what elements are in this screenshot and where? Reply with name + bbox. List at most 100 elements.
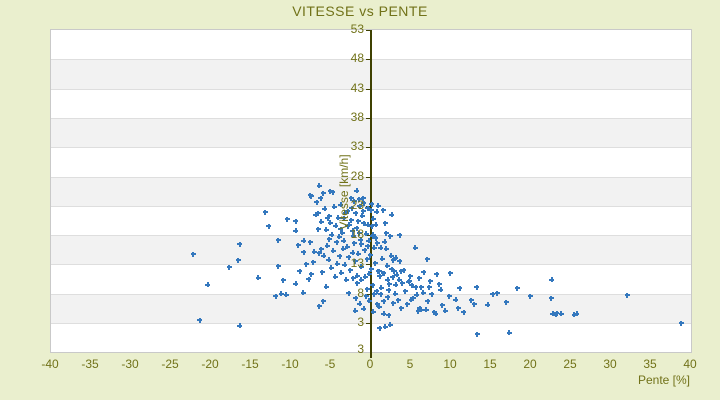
data-point xyxy=(347,267,353,273)
data-point xyxy=(382,239,388,245)
data-point xyxy=(255,275,261,281)
data-point xyxy=(328,265,334,271)
data-point xyxy=(447,270,453,276)
data-point xyxy=(370,309,376,315)
data-point xyxy=(415,308,421,314)
data-point xyxy=(376,304,382,310)
data-point xyxy=(457,285,463,291)
data-point xyxy=(320,190,326,196)
data-point xyxy=(490,291,496,297)
data-point xyxy=(351,240,357,246)
data-point xyxy=(506,330,512,336)
data-point xyxy=(381,298,387,304)
data-point xyxy=(574,311,580,317)
data-point xyxy=(318,246,324,252)
data-point xyxy=(442,308,448,314)
data-point xyxy=(324,243,330,249)
y-axis-tick xyxy=(366,30,370,31)
data-point xyxy=(306,276,312,282)
data-point xyxy=(366,238,372,244)
x-tick-label: 5 xyxy=(406,357,414,371)
data-point xyxy=(348,195,354,201)
data-point xyxy=(330,248,336,254)
data-point xyxy=(197,317,203,323)
data-point xyxy=(394,272,400,278)
data-point xyxy=(397,258,403,264)
data-point xyxy=(386,312,392,318)
data-point xyxy=(474,284,480,290)
data-point xyxy=(485,302,491,308)
data-point xyxy=(356,230,362,236)
data-point xyxy=(363,293,369,299)
data-point xyxy=(364,256,370,262)
data-point xyxy=(368,266,374,272)
data-point xyxy=(350,233,356,239)
data-point xyxy=(514,285,520,291)
data-point xyxy=(424,256,430,262)
data-point xyxy=(319,269,325,275)
data-point xyxy=(358,277,364,283)
data-point xyxy=(354,280,360,286)
x-tick-label: 10 xyxy=(443,357,457,371)
data-point xyxy=(293,281,299,287)
x-tick-label: -25 xyxy=(161,357,179,371)
data-point xyxy=(390,300,396,306)
data-point xyxy=(423,307,429,313)
data-point xyxy=(391,268,397,274)
data-point xyxy=(316,303,322,309)
data-point xyxy=(395,297,401,303)
data-point xyxy=(438,287,444,293)
x-tick-label: -5 xyxy=(324,357,336,371)
y-tick-label: 43 xyxy=(350,80,364,95)
data-point xyxy=(308,271,314,277)
y-tick-label: 18 xyxy=(350,227,364,242)
data-point xyxy=(414,292,420,298)
data-point xyxy=(237,241,243,247)
data-point xyxy=(379,256,385,262)
data-point xyxy=(386,287,392,293)
data-point xyxy=(318,195,324,201)
data-point xyxy=(314,199,320,205)
data-point xyxy=(371,291,377,297)
data-point xyxy=(378,291,384,297)
data-point xyxy=(393,282,399,288)
data-point xyxy=(273,293,279,299)
data-point xyxy=(275,263,281,269)
y-axis-tick xyxy=(366,323,370,324)
data-point xyxy=(370,216,376,222)
data-point xyxy=(378,285,384,291)
y-tick-label: 8 xyxy=(357,285,364,300)
y-tick-label: 53 xyxy=(350,22,364,36)
y-axis-tick xyxy=(366,117,370,119)
x-tick-label: 25 xyxy=(563,357,577,371)
data-point xyxy=(364,286,370,292)
data-point xyxy=(387,322,393,328)
x-tick-label: -20 xyxy=(201,357,219,371)
data-point xyxy=(337,253,343,259)
data-point xyxy=(315,210,321,216)
data-point xyxy=(373,222,379,228)
data-point xyxy=(412,245,418,251)
data-point xyxy=(361,220,367,226)
x-tick-label: -30 xyxy=(121,357,139,371)
data-point xyxy=(434,271,440,277)
y-axis-line xyxy=(370,30,372,358)
data-point xyxy=(344,244,350,250)
data-point xyxy=(407,273,413,279)
data-point xyxy=(342,262,348,268)
data-point xyxy=(374,288,380,294)
y-axis-tick xyxy=(366,59,370,61)
data-point xyxy=(410,295,416,301)
data-point xyxy=(346,254,352,260)
data-point xyxy=(301,238,307,244)
data-point xyxy=(334,239,340,245)
data-point xyxy=(361,306,367,312)
chart-title: VITESSE vs PENTE xyxy=(292,3,428,19)
data-point xyxy=(280,277,286,283)
data-point xyxy=(283,292,289,298)
data-point xyxy=(357,203,363,209)
data-point xyxy=(409,282,415,288)
data-point xyxy=(371,245,377,251)
data-point xyxy=(327,220,333,226)
